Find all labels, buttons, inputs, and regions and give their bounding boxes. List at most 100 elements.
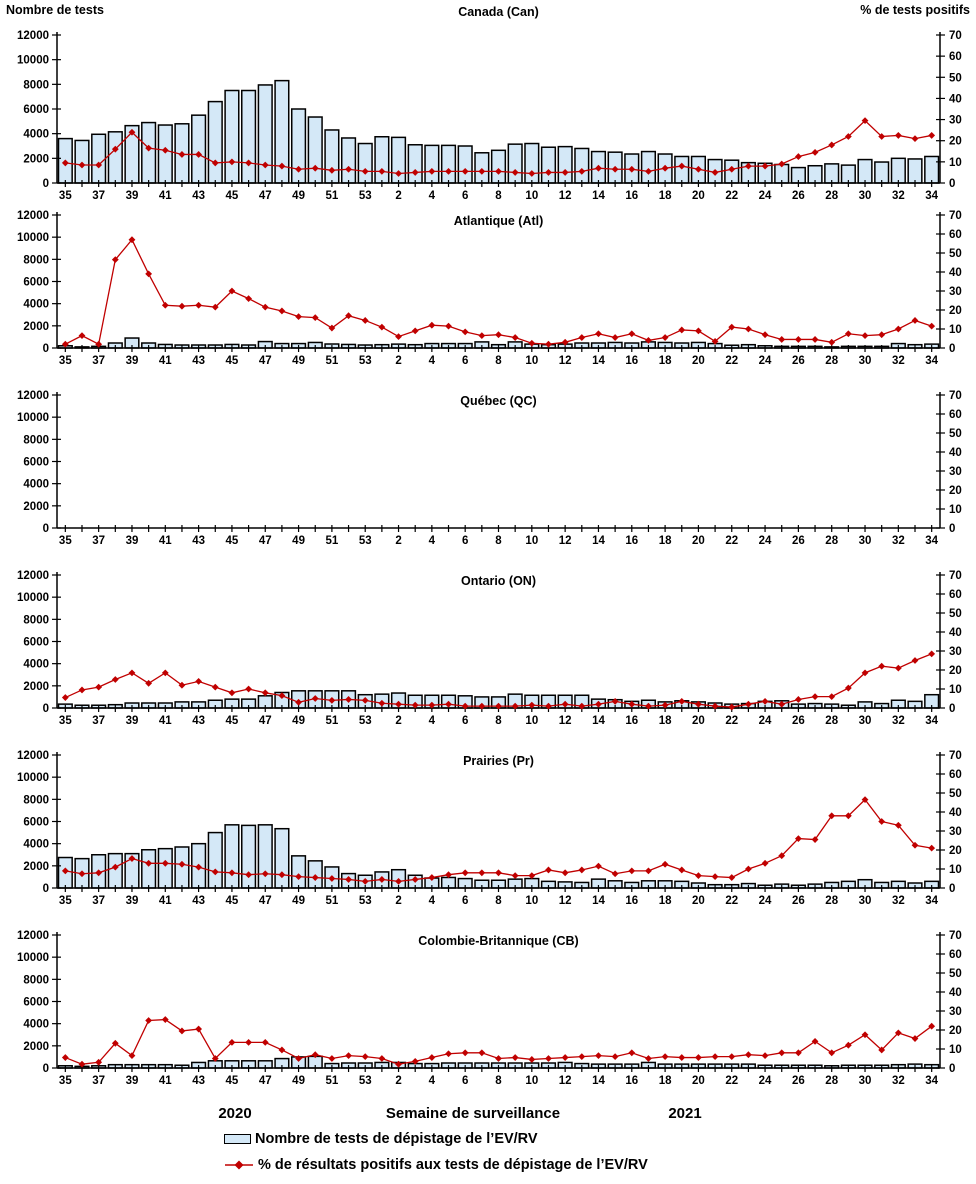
y-right-tick-label: 0 xyxy=(949,343,955,355)
x-tick-label: 28 xyxy=(825,1075,838,1087)
y-left-tick-label: 0 xyxy=(43,178,49,190)
x-tick-label: 47 xyxy=(259,190,272,202)
y-right-tick-label: 10 xyxy=(949,504,962,516)
x-tick-label: 41 xyxy=(159,895,172,907)
y-left-tick-label: 6000 xyxy=(23,277,49,289)
x-tick-label: 4 xyxy=(429,355,436,367)
pct-marker-week-19 xyxy=(678,1054,686,1061)
pct-marker-week-49 xyxy=(295,698,302,706)
x-tick-label: 10 xyxy=(525,715,538,727)
x-tick-label: 34 xyxy=(925,535,938,547)
pct-marker-week-23 xyxy=(745,325,752,333)
pct-marker-week-28 xyxy=(828,693,836,700)
pct-marker-week-42 xyxy=(178,860,186,868)
pct-marker-week-17 xyxy=(645,867,652,875)
pct-marker-week-30 xyxy=(861,1031,869,1039)
y-left-tick-label: 4000 xyxy=(23,479,49,491)
pct-marker-week-2 xyxy=(395,333,402,340)
pct-marker-week-4 xyxy=(428,321,436,329)
pct-marker-week-27 xyxy=(811,336,819,343)
pct-marker-week-5 xyxy=(445,1050,452,1058)
y-right-tick-label: 40 xyxy=(949,93,962,105)
pct-marker-week-25 xyxy=(778,1049,786,1057)
pct-marker-week-1 xyxy=(378,699,386,707)
x-tick-label: 30 xyxy=(859,1075,872,1087)
pct-marker-week-13 xyxy=(578,866,586,874)
y-right-tick-label: 30 xyxy=(949,1006,962,1018)
x-tick-label: 32 xyxy=(892,895,905,907)
pct-marker-week-25 xyxy=(778,336,786,343)
x-tick-label: 41 xyxy=(159,535,172,547)
pct-marker-week-34 xyxy=(928,650,936,658)
pct-marker-week-7 xyxy=(478,167,486,175)
left-axis-title: Nombre de tests xyxy=(6,3,104,17)
pct-marker-week-31 xyxy=(878,133,886,140)
x-tick-label: 37 xyxy=(92,715,105,727)
x-tick-label: 20 xyxy=(692,535,705,547)
x-tick-label: 2 xyxy=(395,190,401,202)
x-tick-label: 39 xyxy=(126,355,139,367)
pct-marker-week-21 xyxy=(711,873,719,880)
pct-marker-week-29 xyxy=(844,812,852,820)
x-tick-label: 16 xyxy=(625,1075,638,1087)
pct-marker-week-48 xyxy=(278,692,286,700)
x-tick-label: 18 xyxy=(659,895,672,907)
bar-week-8 xyxy=(490,149,507,184)
pct-marker-week-34 xyxy=(928,322,936,330)
pct-marker-week-35 xyxy=(61,1054,69,1061)
y-left-tick-label: 12000 xyxy=(17,210,49,222)
x-tick-label: 8 xyxy=(495,355,502,367)
x-tick-label: 12 xyxy=(559,895,572,907)
x-tick-label: 14 xyxy=(592,895,605,907)
x-tick-label: 8 xyxy=(495,895,502,907)
x-tick-label: 53 xyxy=(359,715,372,727)
x-tick-label: 28 xyxy=(825,355,838,367)
y-right-tick-label: 70 xyxy=(949,390,962,402)
y-right-tick-label: 20 xyxy=(949,136,962,148)
y-right-tick-label: 40 xyxy=(949,447,962,459)
x-tick-label: 2 xyxy=(395,355,401,367)
bar-week-45 xyxy=(224,824,240,889)
pct-marker-week-47 xyxy=(261,161,269,169)
x-tick-label: 12 xyxy=(559,715,572,727)
x-tick-label: 10 xyxy=(525,895,538,907)
x-tick-label: 43 xyxy=(192,535,205,547)
pct-marker-week-15 xyxy=(611,165,619,173)
y-left-tick-label: 4000 xyxy=(23,839,49,851)
pct-marker-week-7 xyxy=(478,869,486,877)
y-right-tick-label: 70 xyxy=(949,570,962,582)
pct-marker-week-16 xyxy=(628,700,636,708)
x-tick-label: 30 xyxy=(859,190,872,202)
y-left-tick-label: 0 xyxy=(43,523,49,535)
x-tick-label: 47 xyxy=(259,535,272,547)
x-tick-label: 45 xyxy=(226,355,239,367)
bar-week-46 xyxy=(241,89,257,184)
legend-label-tests: Nombre de tests de dépistage de l’EV/RV xyxy=(255,1131,538,1147)
x-tick-label: 39 xyxy=(126,535,139,547)
pct-marker-week-14 xyxy=(595,862,602,870)
pct-marker-week-18 xyxy=(661,1053,669,1060)
legend-item-positivity: % de résultats positifs aux tests de dép… xyxy=(224,1157,648,1173)
x-tick-label: 37 xyxy=(92,1075,105,1087)
y-left-tick-label: 12000 xyxy=(17,570,49,582)
x-tick-label: 53 xyxy=(359,1075,372,1087)
pct-marker-week-44 xyxy=(211,159,219,167)
y-right-tick-label: 40 xyxy=(949,987,962,999)
y-left-tick-label: 0 xyxy=(43,883,49,895)
x-tick-label: 26 xyxy=(792,535,805,547)
plot-canada: 0 2000 4000 6000 8000 10000 12000 0 10 20 30 40 50 60… xyxy=(17,30,962,202)
pct-marker-week-7 xyxy=(478,332,486,340)
x-tick-label: 24 xyxy=(759,715,772,727)
pct-marker-week-25 xyxy=(778,700,786,708)
x-tick-label: 18 xyxy=(659,535,672,547)
pct-marker-week-11 xyxy=(545,866,552,874)
plot-atlantique: 0 2000 4000 6000 8000 10000 12000 0 10 20 30 40 50 60… xyxy=(17,210,962,367)
y-left-tick-label: 2000 xyxy=(23,861,49,873)
pct-marker-week-15 xyxy=(611,334,619,341)
pct-marker-week-39 xyxy=(128,128,136,136)
pct-marker-week-6 xyxy=(461,167,469,175)
pct-marker-week-22 xyxy=(728,323,736,331)
x-tick-label: 32 xyxy=(892,1075,905,1087)
y-right-tick-label: 30 xyxy=(949,286,962,298)
